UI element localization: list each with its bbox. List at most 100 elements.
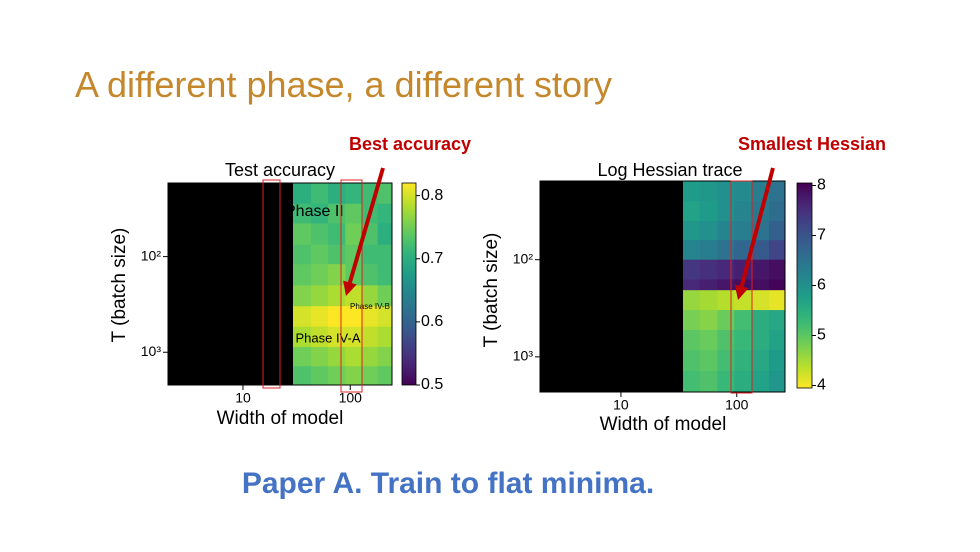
heatmap-cell bbox=[769, 221, 786, 241]
heatmap-cell bbox=[682, 181, 701, 202]
heatmap-cell bbox=[362, 244, 379, 265]
heatmap-cell bbox=[682, 310, 701, 331]
heatmap-cell bbox=[377, 244, 393, 265]
heatmap-cell bbox=[699, 310, 718, 331]
heatmap-cell bbox=[734, 310, 753, 331]
heatmap-cell bbox=[682, 221, 701, 241]
colorbar-tick-label: 0.8 bbox=[421, 187, 443, 204]
highlight-box bbox=[730, 180, 753, 394]
slide-title: A different phase, a different story bbox=[75, 64, 612, 105]
heatmap-cell bbox=[717, 279, 735, 291]
arrow-shaft bbox=[739, 167, 775, 287]
heatmap-cell bbox=[699, 290, 718, 311]
heatmap-cell bbox=[292, 326, 312, 348]
heatmap-cell bbox=[751, 240, 770, 261]
heatmap-cell bbox=[699, 330, 718, 351]
heatmap-cell bbox=[717, 310, 735, 331]
heatmap-cell bbox=[699, 349, 718, 372]
heatmap-cell bbox=[362, 346, 379, 367]
heatmap-cell bbox=[717, 221, 735, 241]
heatmap-cell bbox=[327, 306, 346, 328]
heatmap-cell bbox=[310, 223, 329, 246]
heatmap-cell bbox=[345, 346, 363, 367]
heatmap-cell bbox=[377, 285, 393, 307]
heatmap-cell bbox=[345, 183, 363, 205]
heatmap-cell bbox=[292, 264, 312, 286]
heatmap-cell bbox=[682, 201, 701, 222]
x-axis-label: Width of model bbox=[600, 414, 727, 435]
heatmap-cell bbox=[699, 201, 718, 222]
heatmap-cell bbox=[377, 366, 393, 386]
heatmap-cell bbox=[769, 201, 786, 222]
heatmap-cell bbox=[699, 279, 718, 291]
heatmap-cell bbox=[310, 244, 329, 265]
colorbar-tick-label: 0.7 bbox=[421, 250, 443, 267]
heatmap-cell bbox=[292, 183, 312, 205]
heatmap-cell bbox=[682, 279, 701, 291]
heatmap-cell bbox=[310, 264, 329, 286]
x-tick-label: 100 bbox=[725, 397, 749, 413]
heatmap-cell bbox=[327, 244, 346, 265]
annotation: Best accuracy bbox=[349, 134, 471, 154]
heatmap-cell bbox=[717, 330, 735, 351]
heatmap-cell bbox=[734, 201, 753, 222]
heatmap-cell bbox=[310, 306, 329, 328]
x-tick-label: 10 bbox=[235, 390, 251, 406]
y-tick-label: 10² bbox=[513, 250, 534, 266]
heatmap-cell bbox=[310, 285, 329, 307]
heatmap-cell bbox=[377, 264, 393, 286]
arrow-shaft bbox=[347, 167, 385, 284]
heatmap-cell bbox=[682, 371, 701, 393]
heatmap-cell bbox=[682, 290, 701, 311]
heatmap-cell bbox=[734, 240, 753, 261]
heatmap-cell bbox=[734, 349, 753, 372]
region-label: Phase II bbox=[285, 203, 344, 220]
heatmap-cell bbox=[292, 223, 312, 246]
heatmap-cell bbox=[292, 244, 312, 265]
heatmap-cell bbox=[682, 349, 701, 372]
heatmap-cell bbox=[310, 326, 329, 348]
heatmap-cell bbox=[734, 221, 753, 241]
heatmap-cell bbox=[310, 183, 329, 205]
heatmap-cell bbox=[345, 223, 363, 246]
heatmap-cell bbox=[769, 349, 786, 372]
heatmap-cell bbox=[345, 306, 363, 328]
heatmap-cell bbox=[327, 223, 346, 246]
chart-title: Log Hessian trace bbox=[597, 160, 742, 180]
heatmap-cell bbox=[345, 326, 363, 348]
heatmap-cell bbox=[292, 346, 312, 367]
colorbar-tick-label: 4 bbox=[817, 377, 826, 394]
heatmap-cell bbox=[769, 371, 786, 393]
heatmap-cell bbox=[734, 330, 753, 351]
colorbar-tick-label: 7 bbox=[817, 227, 826, 244]
heatmap-cell bbox=[682, 240, 701, 261]
heatmap-cell bbox=[362, 306, 379, 328]
heatmap-cell bbox=[682, 330, 701, 351]
heatmap-cell bbox=[345, 203, 363, 224]
heatmap-cell bbox=[362, 326, 379, 348]
colorbar-tick-label: 0.6 bbox=[421, 313, 443, 330]
heatmap-cell bbox=[717, 240, 735, 261]
heatmap-cell bbox=[699, 259, 718, 281]
heatmap-cell bbox=[377, 183, 393, 205]
heatmap-cell bbox=[769, 259, 786, 281]
heatmap-cell bbox=[734, 371, 753, 393]
heatmap-cell bbox=[751, 290, 770, 311]
heatmap-cell bbox=[327, 264, 346, 286]
colorbar bbox=[796, 182, 813, 389]
heatmap-cell bbox=[377, 306, 393, 328]
heatmap-cell bbox=[362, 285, 379, 307]
heatmap-cell bbox=[699, 371, 718, 393]
arrow-head bbox=[343, 280, 357, 296]
y-tick-label: 10² bbox=[141, 247, 162, 263]
heatmap-cell bbox=[310, 203, 329, 224]
heatmap-cell bbox=[292, 285, 312, 307]
heatmap-cell bbox=[769, 181, 786, 202]
heatmap-cell bbox=[717, 259, 735, 281]
colorbar-tick-label: 5 bbox=[817, 327, 826, 344]
region-label: Phase IV-B bbox=[350, 302, 390, 311]
heatmap-cell bbox=[769, 330, 786, 351]
heatmap-cell bbox=[717, 181, 735, 202]
redaction bbox=[540, 181, 683, 392]
heatmap-cell bbox=[717, 349, 735, 372]
